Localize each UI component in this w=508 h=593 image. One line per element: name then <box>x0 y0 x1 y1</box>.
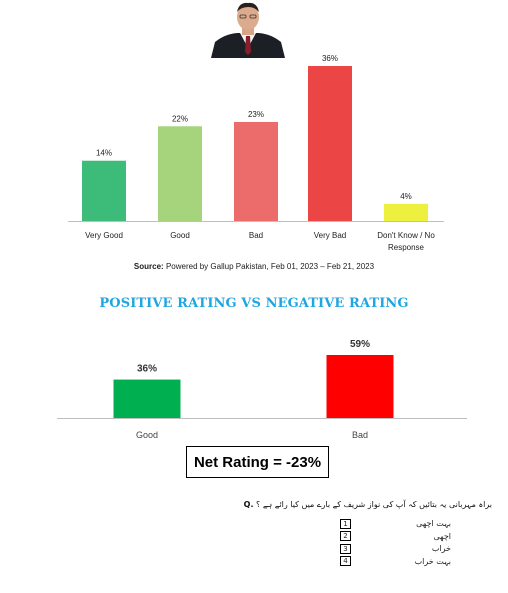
category-label: Bad <box>249 231 263 240</box>
bar <box>82 160 126 221</box>
data-label: 36% <box>322 54 338 63</box>
source-note: Source: Powered by Gallup Pakistan, Feb … <box>0 262 508 271</box>
answer-option: 2 اچھی <box>340 531 490 542</box>
rating-distribution-chart: 14% Very Good 22% Good 23% Bad 36% Very Bad 4% Do… <box>68 54 444 252</box>
option-text: بہت اچھی <box>416 519 451 528</box>
chart2-title: POSITIVE RATING VS NEGATIVE RATING <box>99 296 409 311</box>
data-label: 4% <box>400 192 412 201</box>
answer-option: 3 خراب <box>340 543 490 554</box>
bar <box>234 121 278 221</box>
option-text: بہت خراب <box>414 556 451 566</box>
bar <box>158 126 202 221</box>
option-number: 4 <box>340 556 351 566</box>
category-label: Don't Know / No <box>377 231 435 240</box>
option-number: 3 <box>340 543 351 554</box>
bar <box>308 66 352 221</box>
bar <box>384 203 428 221</box>
data-label: 22% <box>172 114 188 123</box>
data-label: 23% <box>248 110 264 119</box>
answer-options: 1 بہت اچھی 2 اچھی 3 خراب 4 بہت خراب <box>340 518 490 568</box>
option-text: اچھی <box>433 531 451 541</box>
option-number: 2 <box>340 531 351 541</box>
category-label: Very Bad <box>314 231 346 240</box>
option-number: 1 <box>340 518 351 529</box>
data-label: 59% <box>350 339 370 350</box>
net-rating-box: Net Rating = -23% <box>186 446 329 478</box>
category-label: Very Good <box>85 231 123 240</box>
option-text: خراب <box>431 544 451 553</box>
category-label: Good <box>136 430 158 440</box>
category-label: Good <box>170 231 190 240</box>
category-label: Bad <box>352 430 368 440</box>
question-text: براہ مہربانی یہ بتائیں کہ آپ کی نواز شری… <box>192 500 492 509</box>
bar <box>113 379 181 418</box>
bar <box>326 355 394 418</box>
source-text: Powered by Gallup Pakistan, Feb 01, 2023… <box>165 262 375 271</box>
question-text-body: براہ مہربانی یہ بتائیں کہ آپ کی نواز شری… <box>256 500 492 509</box>
data-label: 36% <box>137 364 157 375</box>
data-label: 14% <box>96 149 112 158</box>
category-label: Response <box>388 243 425 252</box>
source-label: Source: <box>133 262 164 271</box>
question-prefix: Q. <box>243 500 254 509</box>
answer-option: 1 بہت اچھی <box>340 518 490 529</box>
portrait-photo <box>209 0 287 58</box>
answer-option: 4 بہت خراب <box>340 556 490 567</box>
